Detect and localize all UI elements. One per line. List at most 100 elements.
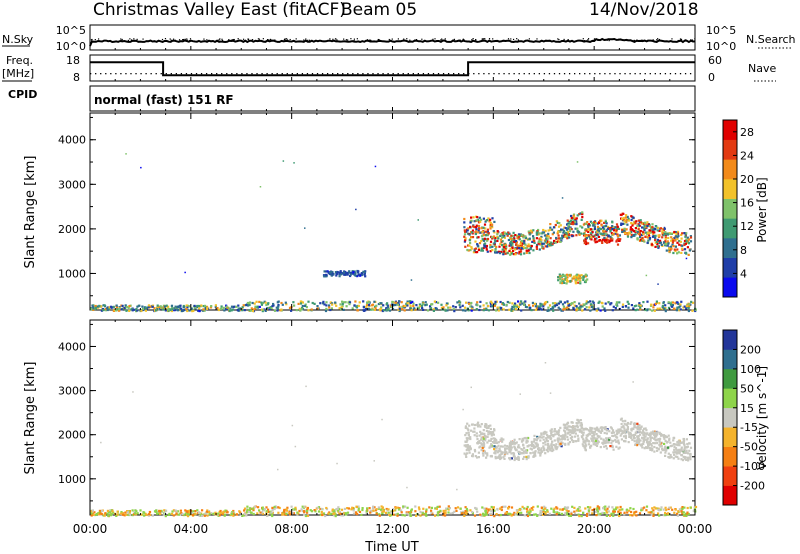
data-cell (452, 305, 455, 308)
data-cell (547, 232, 550, 235)
data-cell (468, 302, 471, 305)
nave-point (629, 73, 631, 75)
data-cell (638, 427, 642, 430)
data-cell (400, 511, 403, 514)
data-cell (632, 513, 636, 516)
data-cell (121, 304, 124, 307)
data-cell (463, 217, 466, 221)
data-cell (475, 228, 478, 231)
data-cell (469, 221, 472, 224)
data-cell (493, 242, 496, 245)
data-cell (573, 425, 576, 428)
colorbar-swatch (723, 198, 737, 219)
data-cell (476, 438, 479, 441)
data-cell (475, 224, 478, 227)
data-cell (652, 512, 655, 515)
data-cell (671, 508, 674, 511)
data-cell (120, 511, 123, 514)
data-cell (203, 309, 206, 312)
noise-search-point (397, 38, 399, 40)
data-cell (334, 271, 337, 274)
data-cell (536, 514, 539, 517)
data-cell (478, 434, 481, 437)
data-cell (582, 431, 585, 434)
noise-search-point (268, 39, 270, 41)
data-cell (311, 301, 314, 305)
data-cell (579, 279, 582, 282)
data-cell (636, 435, 639, 438)
nsearch-label: N.Search (746, 33, 796, 46)
data-cell (683, 243, 686, 246)
data-cell (565, 509, 568, 512)
nave-point (337, 73, 339, 75)
data-cell (446, 309, 449, 312)
data-cell (520, 247, 523, 250)
data-cell (492, 230, 495, 233)
data-cell (419, 511, 422, 514)
data-cell (546, 509, 549, 512)
data-cell (582, 440, 585, 443)
data-cell (591, 509, 594, 512)
data-cell (181, 512, 184, 516)
data-cell (651, 235, 655, 238)
data-cell (542, 445, 545, 448)
data-cell (162, 308, 165, 311)
data-cell (283, 510, 286, 513)
noise-search-point (516, 38, 518, 40)
data-cell (454, 306, 457, 309)
data-cell (172, 509, 175, 512)
data-cell (609, 237, 612, 240)
data-cell (519, 303, 522, 306)
data-cell (615, 508, 618, 511)
data-cell (682, 449, 685, 452)
data-cell (481, 446, 484, 450)
data-cell (680, 448, 683, 451)
data-cell (667, 507, 670, 511)
data-cell (580, 515, 583, 518)
data-cell (592, 224, 595, 227)
nave-point (473, 73, 475, 75)
data-cell (633, 426, 636, 429)
noise-search-point (657, 38, 659, 40)
data-cell (250, 511, 253, 514)
data-cell (568, 425, 571, 428)
data-cell (664, 231, 667, 234)
data-cell (338, 271, 341, 274)
data-cell (485, 426, 489, 429)
data-cell (198, 310, 201, 313)
data-cell (356, 304, 359, 308)
data-cell (604, 441, 607, 445)
data-cell (634, 433, 637, 436)
data-cell (674, 443, 677, 446)
data-cell (223, 513, 227, 516)
data-cell (381, 511, 384, 515)
data-cell (503, 236, 506, 239)
data-cell (660, 432, 663, 436)
noise-search-point (181, 39, 184, 41)
data-cell (557, 240, 560, 243)
data-cell (570, 431, 573, 434)
noise-search-point (347, 39, 349, 41)
data-cell (406, 300, 409, 303)
data-cell (664, 244, 667, 247)
data-cell (225, 307, 228, 310)
data-cell (410, 509, 413, 512)
data-cell (231, 308, 235, 311)
data-cell (273, 505, 276, 509)
data-cell (336, 509, 339, 512)
data-cell (465, 230, 468, 233)
data-cell (492, 437, 495, 440)
data-cell (519, 246, 522, 249)
data-cell (625, 218, 628, 222)
data-cell (657, 512, 660, 515)
data-cell (262, 509, 265, 512)
data-cell (357, 270, 360, 273)
nave-point (221, 73, 223, 75)
data-cell (489, 439, 492, 442)
data-cell (587, 226, 590, 229)
data-cell (591, 512, 594, 515)
data-cell (612, 511, 615, 514)
noise-search-point (492, 38, 494, 40)
data-cell (90, 308, 93, 311)
data-cell (591, 304, 594, 307)
